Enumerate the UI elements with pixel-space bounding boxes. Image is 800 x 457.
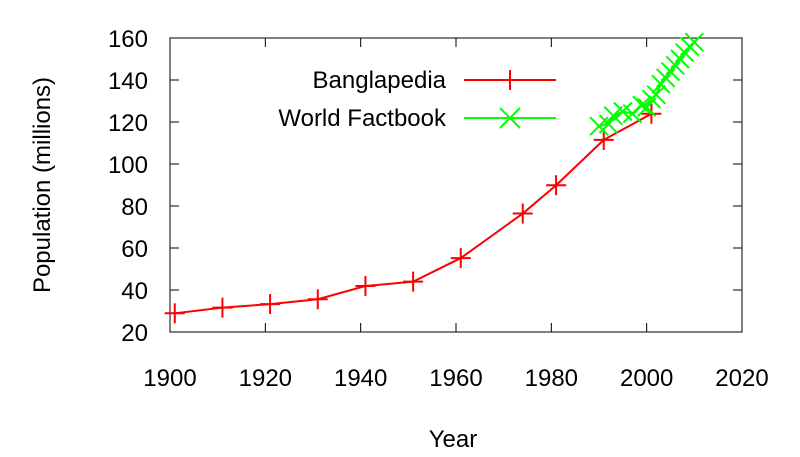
data-point	[512, 203, 533, 224]
y-tick-label: 40	[121, 278, 148, 305]
y-tick-label: 20	[121, 320, 148, 347]
y-tick-label: 140	[108, 68, 148, 95]
x-tick-label: 1980	[525, 365, 578, 392]
data-point	[307, 289, 328, 310]
y-axis: 20 40 60 80 100 120 140 160	[108, 26, 742, 347]
data-point	[665, 55, 685, 76]
data-point	[593, 129, 614, 150]
x-tick-label: 2000	[620, 365, 673, 392]
data-point	[684, 32, 705, 52]
y-tick-label: 60	[121, 236, 148, 263]
data-point	[641, 103, 662, 124]
legend-label: Banglapedia	[313, 67, 447, 94]
legend-item: World Factbook	[278, 105, 556, 132]
data-point	[546, 175, 567, 196]
data-point	[164, 303, 185, 324]
x-tick-label: 1900	[143, 365, 196, 392]
legend: Banglapedia World Factbook	[278, 67, 556, 132]
y-tick-label: 160	[108, 26, 148, 53]
series-banglapedia	[164, 103, 662, 324]
y-tick-label: 80	[121, 194, 148, 221]
data-point	[450, 248, 471, 269]
x-tick-label: 1920	[239, 365, 292, 392]
data-point	[632, 95, 652, 115]
data-point	[646, 84, 666, 105]
legend-label: World Factbook	[278, 105, 447, 132]
data-point	[603, 105, 624, 126]
y-tick-label: 100	[108, 152, 148, 179]
y-tick-label: 120	[108, 110, 148, 137]
data-point	[355, 276, 376, 297]
data-point	[656, 68, 676, 88]
x-tick-label: 1940	[334, 365, 387, 392]
x-axis: 1900 1920 1940 1960 1980 2000 2020	[143, 38, 769, 392]
x-tick-label: 1960	[429, 365, 482, 392]
data-point	[403, 271, 424, 292]
plot-frame	[169, 37, 743, 333]
data-point	[660, 61, 681, 82]
data-point	[499, 107, 521, 129]
series-world-factbook	[589, 32, 705, 136]
data-point	[500, 70, 520, 90]
data-point	[670, 49, 690, 69]
x-axis-label: Year	[429, 426, 478, 453]
legend-item: Banglapedia	[313, 67, 556, 94]
data-point	[212, 297, 233, 318]
y-axis-label: Population (millions)	[29, 77, 56, 293]
series-layer	[164, 32, 705, 324]
data-point	[260, 294, 281, 315]
x-tick-label: 2020	[715, 365, 768, 392]
